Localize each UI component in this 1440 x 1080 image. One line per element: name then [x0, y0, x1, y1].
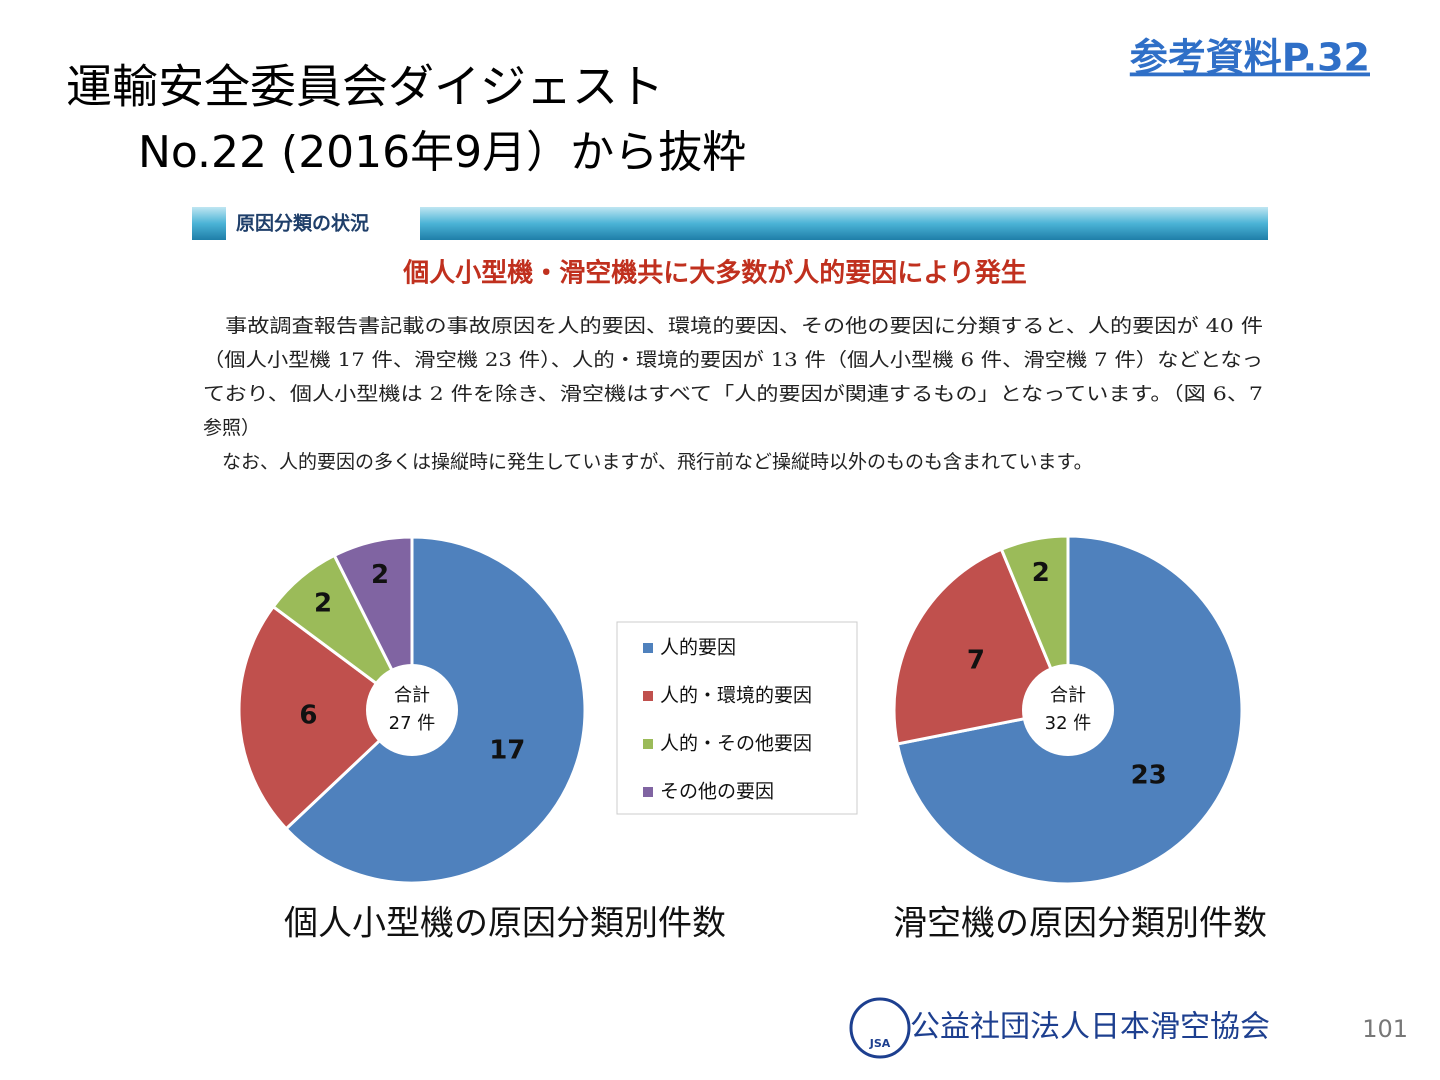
data-label: 6 [299, 701, 317, 731]
page-number: 101 [1362, 1015, 1408, 1043]
data-label: 7 [967, 645, 985, 675]
center-label: 27 件 [389, 713, 436, 734]
legend-label: 人的要因 [660, 637, 736, 659]
title: No.22 (2016年9月）から抜粋 [138, 127, 746, 178]
paragraph-line: 事故調査報告書記載の事故原因を人的要因、環境的要因、その他の要因に分類すると、人… [203, 315, 1263, 337]
logo [849, 997, 911, 1059]
legend-label: 人的・環境的要因 [660, 685, 812, 707]
paragraph-line: ており、個人小型機は 2 件を除き、滑空機はすべて「人的要因が関連するもの」とな… [203, 383, 1263, 405]
paragraph-line: なお、人的要因の多くは操縦時に発生していますが、飛行前など操縦時以外のものも含ま… [203, 451, 1093, 473]
pie-slice [999, 534, 1070, 711]
donut-hole [366, 664, 458, 756]
center-label: 合計 [1050, 685, 1086, 706]
center-label: 合計 [394, 685, 430, 706]
headline: 個人小型機・滑空機共に大多数が人的要因により発生 [402, 258, 1026, 289]
legend-swatch [643, 643, 653, 653]
data-label: 2 [1032, 558, 1050, 588]
logo-text: JSA [869, 1037, 891, 1050]
legend-box [616, 621, 858, 815]
data-label: 2 [314, 588, 332, 618]
paragraph: 事故調査報告書記載の事故原因を人的要因、環境的要因、その他の要因に分類すると、人… [203, 315, 1263, 473]
title: 運輸安全委員会ダイジェスト [66, 60, 664, 114]
section-label: 原因分類の状況 [236, 212, 369, 235]
donut-hole [1022, 664, 1114, 756]
paragraph-line: 参照） [203, 417, 260, 439]
legend-label: その他の要因 [660, 781, 774, 803]
reference-link[interactable]: 参考資料P.32 [1130, 36, 1370, 80]
legend-swatch [643, 691, 653, 701]
pie-slice [332, 535, 414, 711]
pie-slice [237, 604, 415, 831]
center-label: 32 件 [1045, 713, 1092, 734]
data-label: 17 [489, 736, 525, 766]
legend-swatch [643, 739, 653, 749]
paragraph-line: （個人小型機 17 件、滑空機 23 件）、人的・環境的要因が 13 件（個人小… [203, 349, 1263, 371]
chart-caption: 滑空機の原因分類別件数 [893, 904, 1267, 944]
legend-label: 人的・その他要因 [660, 733, 812, 755]
organization: 公益社団法人日本滑空協会 [910, 1010, 1270, 1045]
data-label: 2 [371, 560, 389, 590]
section-label-box [226, 205, 420, 242]
legend-swatch [643, 787, 653, 797]
data-label: 23 [1131, 761, 1167, 791]
chart-caption: 個人小型機の原因分類別件数 [284, 904, 726, 944]
